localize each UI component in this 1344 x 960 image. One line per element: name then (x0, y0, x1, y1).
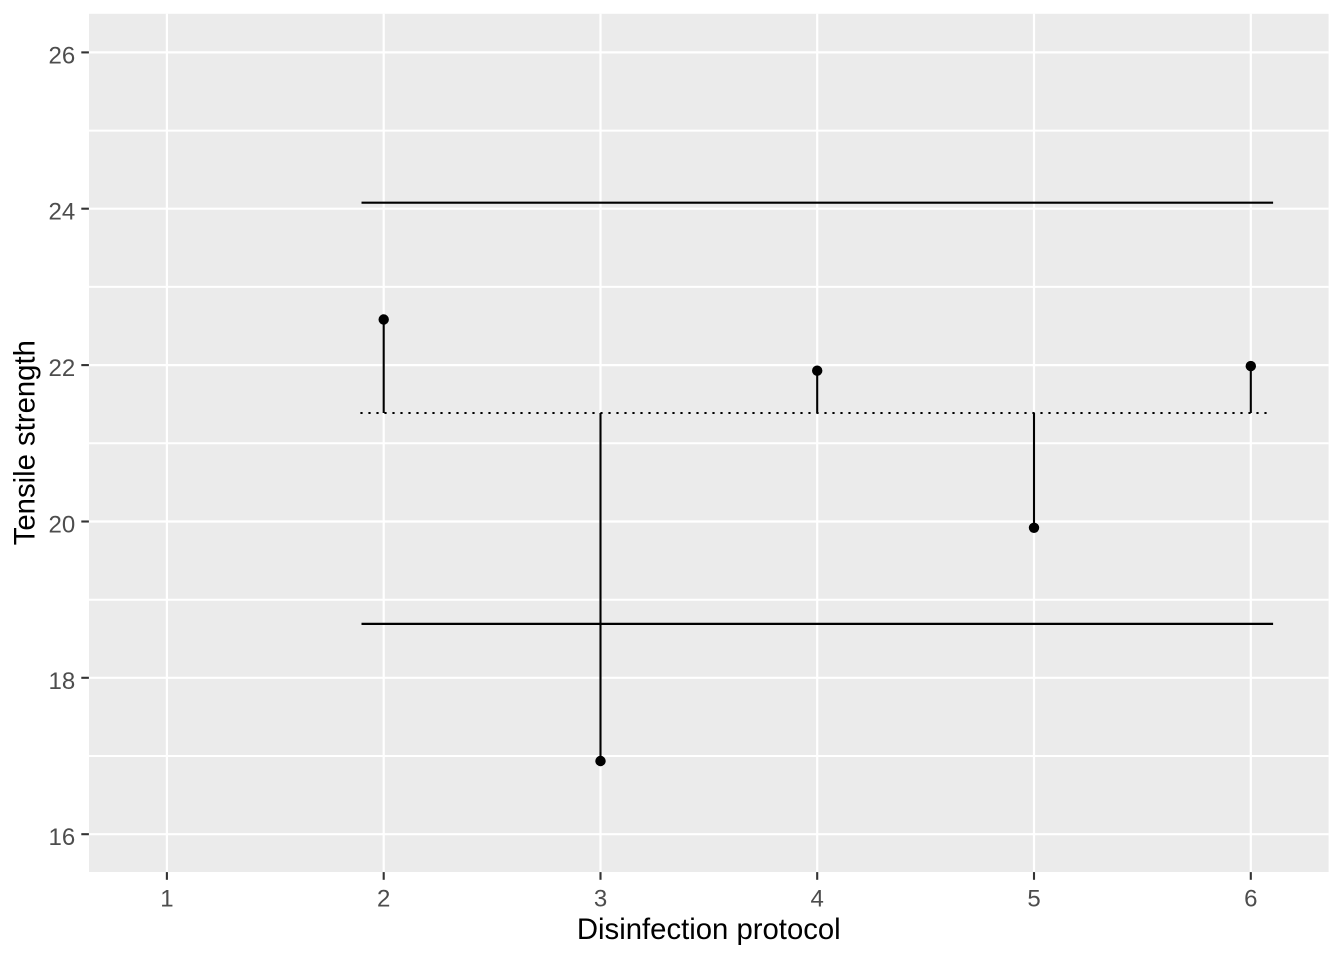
svg-text:22: 22 (48, 355, 75, 382)
svg-text:Tensile strength: Tensile strength (8, 340, 41, 545)
svg-text:5: 5 (1027, 886, 1040, 913)
svg-text:6: 6 (1244, 886, 1257, 913)
svg-text:24: 24 (48, 199, 75, 226)
svg-text:Disinfection protocol: Disinfection protocol (577, 913, 841, 946)
svg-text:18: 18 (48, 668, 75, 695)
svg-text:3: 3 (594, 886, 607, 913)
svg-text:16: 16 (48, 824, 75, 851)
svg-text:4: 4 (811, 886, 824, 913)
svg-text:2: 2 (377, 886, 390, 913)
svg-text:20: 20 (48, 511, 75, 538)
svg-text:1: 1 (160, 886, 173, 913)
svg-text:26: 26 (48, 42, 75, 69)
